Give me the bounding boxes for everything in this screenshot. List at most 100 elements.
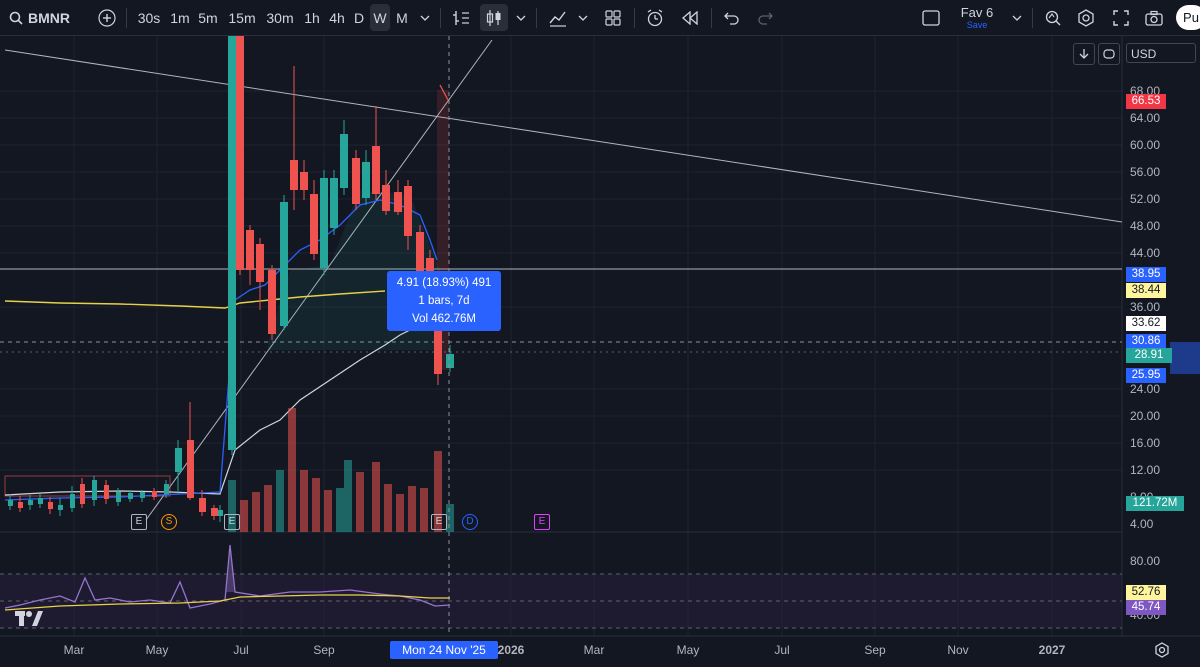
rsi-yellow bbox=[4, 594, 450, 611]
top-toolbar: BMNR 30s 1m 5m 15m 30m 1h 4h D W M bbox=[0, 0, 1200, 36]
earnings-marker[interactable]: E bbox=[431, 514, 447, 530]
save-label[interactable]: Save bbox=[966, 19, 988, 30]
rsi-yellow-badge: 52.76 bbox=[1126, 585, 1166, 600]
blue-level-badge: 30.86 bbox=[1126, 334, 1166, 349]
quick-search-icon[interactable] bbox=[1042, 0, 1064, 35]
price-label: 36.00 bbox=[1130, 300, 1161, 314]
price-label: 52.00 bbox=[1130, 192, 1161, 206]
time-label: 2026 bbox=[497, 643, 525, 657]
arrow-down-icon bbox=[1079, 49, 1089, 59]
price-chart[interactable] bbox=[0, 36, 1200, 667]
interval-15m[interactable]: 15m bbox=[228, 9, 256, 26]
chevron-down-icon[interactable] bbox=[418, 0, 432, 35]
time-label: May bbox=[676, 643, 700, 657]
price-label: 4.00 bbox=[1130, 517, 1154, 531]
tooltip-line3: Vol 462.76M bbox=[412, 313, 476, 325]
time-label: Nov bbox=[947, 643, 969, 657]
price-label: 16.00 bbox=[1130, 436, 1161, 450]
price-label: 60.00 bbox=[1130, 138, 1161, 152]
undo-icon[interactable] bbox=[721, 0, 743, 35]
price-label: 24.00 bbox=[1130, 382, 1161, 396]
price-label: 64.00 bbox=[1130, 111, 1161, 125]
white-level-badge: 38.95 bbox=[1126, 267, 1166, 282]
indicators-icon[interactable] bbox=[546, 0, 570, 35]
time-label: Mar bbox=[63, 643, 85, 657]
dividend-marker[interactable]: D bbox=[462, 514, 478, 530]
interval-1h[interactable]: 1h bbox=[304, 9, 320, 26]
interval-30m[interactable]: 30m bbox=[266, 9, 294, 26]
time-label: Sep bbox=[864, 643, 886, 657]
earnings-marker[interactable]: E bbox=[224, 514, 240, 530]
time-label: 2027 bbox=[1038, 643, 1066, 657]
blue-ma bbox=[4, 199, 438, 501]
price-range-highlight bbox=[1170, 342, 1200, 374]
time-label: May bbox=[145, 643, 169, 657]
redo-icon[interactable] bbox=[754, 0, 776, 35]
fullscreen-icon[interactable] bbox=[1110, 0, 1132, 35]
settings-gear-icon[interactable] bbox=[1075, 0, 1097, 35]
rsi-axis-label: 80.00 bbox=[1130, 554, 1161, 568]
trend-line-up bbox=[145, 39, 493, 521]
split-marker[interactable]: S bbox=[161, 514, 177, 530]
interval-30s[interactable]: 30s bbox=[137, 9, 161, 26]
price-label: 56.00 bbox=[1130, 165, 1161, 179]
loop-icon bbox=[1103, 49, 1115, 59]
layout-selector[interactable]: Fav 6 Save bbox=[950, 0, 1004, 35]
price-label: 12.00 bbox=[1130, 463, 1161, 477]
publish-button[interactable]: Pu bbox=[1176, 5, 1200, 30]
replay-icon[interactable] bbox=[679, 0, 701, 35]
chevron-down-icon[interactable] bbox=[576, 0, 590, 35]
search-icon[interactable] bbox=[8, 0, 24, 35]
tradingview-logo bbox=[14, 608, 44, 628]
interval-1m[interactable]: 1m bbox=[170, 9, 190, 26]
tooltip-line2: 1 bars, 7d bbox=[418, 295, 470, 307]
price-label: 20.00 bbox=[1130, 409, 1161, 423]
volume-badge: 121.72M bbox=[1126, 496, 1184, 511]
time-label: Mar bbox=[583, 643, 605, 657]
interval-d[interactable]: D bbox=[353, 9, 365, 26]
price-label: 48.00 bbox=[1130, 219, 1161, 233]
white-ma-badge: 33.62 bbox=[1126, 316, 1166, 331]
candles bbox=[8, 36, 454, 522]
rectangle-icon[interactable] bbox=[920, 0, 942, 35]
scroll-to-latest-button[interactable] bbox=[1073, 43, 1095, 65]
chevron-down-icon[interactable] bbox=[1010, 0, 1024, 35]
alert-clock-icon[interactable] bbox=[643, 0, 667, 35]
time-label: Jul bbox=[233, 643, 249, 657]
rsi-purple-badge: 45.74 bbox=[1126, 600, 1166, 615]
candles-icon[interactable] bbox=[480, 4, 508, 31]
red-level-badge: 66.53 bbox=[1126, 94, 1166, 109]
bar-style-icon[interactable] bbox=[450, 0, 472, 35]
layouts-grid-icon[interactable] bbox=[602, 0, 624, 35]
chart-settings-button[interactable] bbox=[1098, 43, 1120, 65]
future-earnings-marker[interactable]: E bbox=[534, 514, 550, 530]
volume-bars bbox=[228, 408, 454, 532]
yellow-ma-badge: 38.44 bbox=[1126, 283, 1166, 298]
time-axis-settings-icon[interactable] bbox=[1152, 640, 1172, 660]
trend-line-down bbox=[4, 49, 1123, 223]
interval-w[interactable]: W bbox=[370, 4, 390, 31]
rsi-purple bbox=[4, 544, 451, 609]
earnings-marker[interactable]: E bbox=[131, 514, 147, 530]
chevron-down-icon[interactable] bbox=[514, 0, 528, 35]
time-label: Jul bbox=[774, 643, 790, 657]
last-price-badge: 28.91 bbox=[1126, 348, 1172, 363]
measure-tooltip: 4.91 (18.93%) 491 1 bars, 7d Vol 462.76M bbox=[387, 271, 501, 331]
white-ma bbox=[4, 324, 421, 496]
add-symbol-icon[interactable] bbox=[96, 0, 118, 35]
layout-name: Fav 6 bbox=[960, 4, 994, 20]
blue-low-badge: 25.95 bbox=[1126, 368, 1166, 383]
rsi-spike-fill bbox=[226, 545, 234, 592]
camera-icon[interactable] bbox=[1143, 0, 1165, 35]
crosshair-date-badge: Mon 24 Nov '25 bbox=[390, 641, 498, 659]
tooltip-line1: 4.91 (18.93%) 491 bbox=[396, 277, 492, 289]
grid bbox=[0, 36, 1122, 636]
interval-m[interactable]: M bbox=[396, 9, 408, 26]
price-label: 44.00 bbox=[1130, 246, 1161, 260]
interval-4h[interactable]: 4h bbox=[329, 9, 345, 26]
symbol-label[interactable]: BMNR bbox=[28, 9, 70, 26]
time-label: Sep bbox=[313, 643, 335, 657]
currency-selector[interactable]: USD bbox=[1126, 43, 1196, 63]
range-box bbox=[4, 475, 171, 497]
interval-5m[interactable]: 5m bbox=[198, 9, 218, 26]
